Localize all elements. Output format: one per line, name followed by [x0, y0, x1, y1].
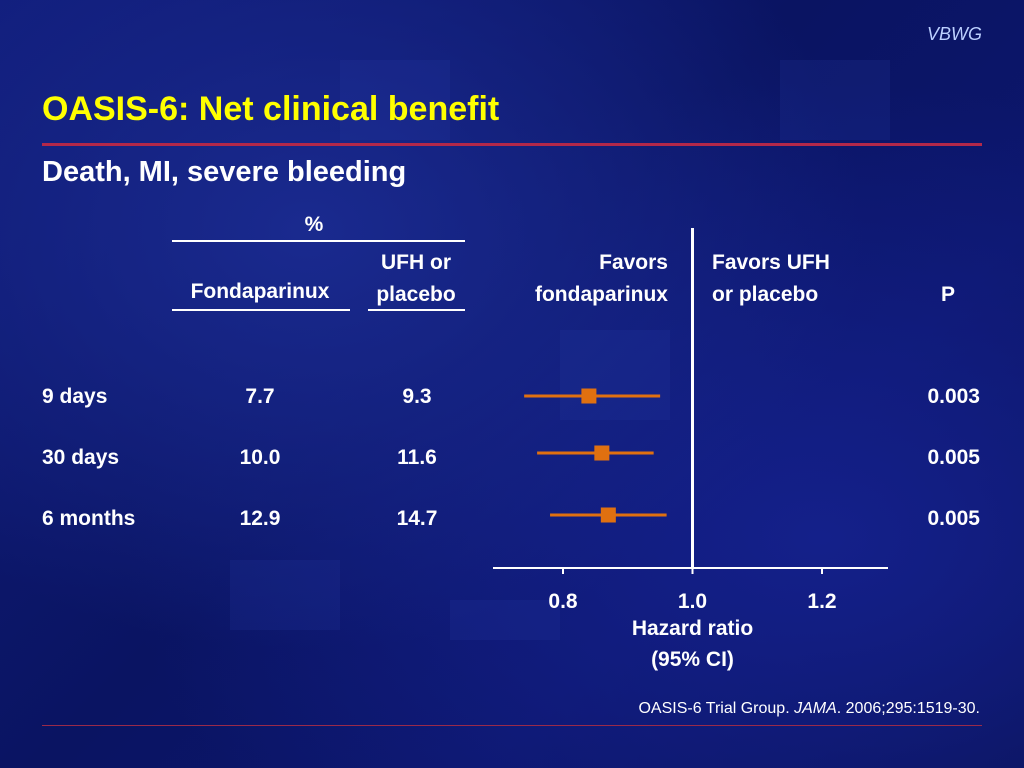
fondaparinux-value: 12.9	[239, 507, 281, 530]
x-tick-label: 0.8	[548, 590, 578, 613]
percent-header-rule	[172, 240, 465, 242]
row-label: 30 days	[42, 446, 120, 469]
favors-ufh-line2: or placebo	[712, 283, 819, 306]
background-tile	[450, 600, 560, 640]
ufh-value: 9.3	[402, 385, 432, 408]
favors-fondaparinux-line1: Favors	[599, 251, 668, 274]
forest-plot: 0.8 1.0 1.2 Hazard ratio (95% CI)	[493, 228, 888, 671]
background-tile	[340, 60, 450, 140]
hazard-ratio-point	[581, 388, 597, 404]
citation-journal: JAMA	[794, 700, 837, 717]
fondaparinux-value: 10.0	[239, 446, 281, 469]
background-tile	[230, 560, 340, 630]
ufh-header-rule	[368, 309, 465, 311]
x-tick-label: 1.0	[678, 590, 707, 613]
p-value: 0.005	[927, 446, 980, 469]
ufh-header-line1: UFH or	[381, 251, 451, 274]
favors-ufh-line1: Favors UFH	[712, 251, 830, 274]
citation-prefix: OASIS-6 Trial Group.	[638, 700, 795, 717]
p-value: 0.003	[927, 385, 980, 408]
footer-divider	[42, 725, 982, 726]
hazard-ratio-point	[594, 445, 610, 461]
row-label: 6 months	[42, 507, 136, 530]
x-axis-label-line2: (95% CI)	[651, 648, 734, 671]
background-tile	[780, 60, 890, 140]
background-tile	[560, 330, 670, 420]
brand-label: VBWG	[926, 24, 982, 44]
favors-fondaparinux-line2: fondaparinux	[534, 283, 668, 306]
fondaparinux-header-rule	[172, 309, 350, 311]
hazard-ratio-point	[600, 507, 616, 523]
p-header: P	[940, 283, 955, 306]
citation-suffix: . 2006;295:1519-30.	[836, 700, 980, 717]
x-tick-label: 1.2	[807, 590, 836, 613]
percent-header: %	[304, 213, 324, 236]
ufh-value: 14.7	[396, 507, 438, 530]
p-value: 0.005	[927, 507, 980, 530]
fondaparinux-header: Fondaparinux	[190, 280, 330, 303]
row-label: 9 days	[42, 385, 108, 408]
ufh-header-line2: placebo	[376, 283, 456, 306]
title-divider	[42, 143, 982, 146]
fondaparinux-value: 7.7	[245, 385, 275, 408]
slide-subtitle: Death, MI, severe bleeding	[42, 156, 407, 188]
slide-title: OASIS-6: Net clinical benefit	[42, 90, 500, 128]
ufh-value: 11.6	[397, 446, 437, 469]
citation: OASIS-6 Trial Group. JAMA. 2006;295:1519…	[638, 700, 980, 718]
x-axis-label-line1: Hazard ratio	[632, 617, 753, 640]
